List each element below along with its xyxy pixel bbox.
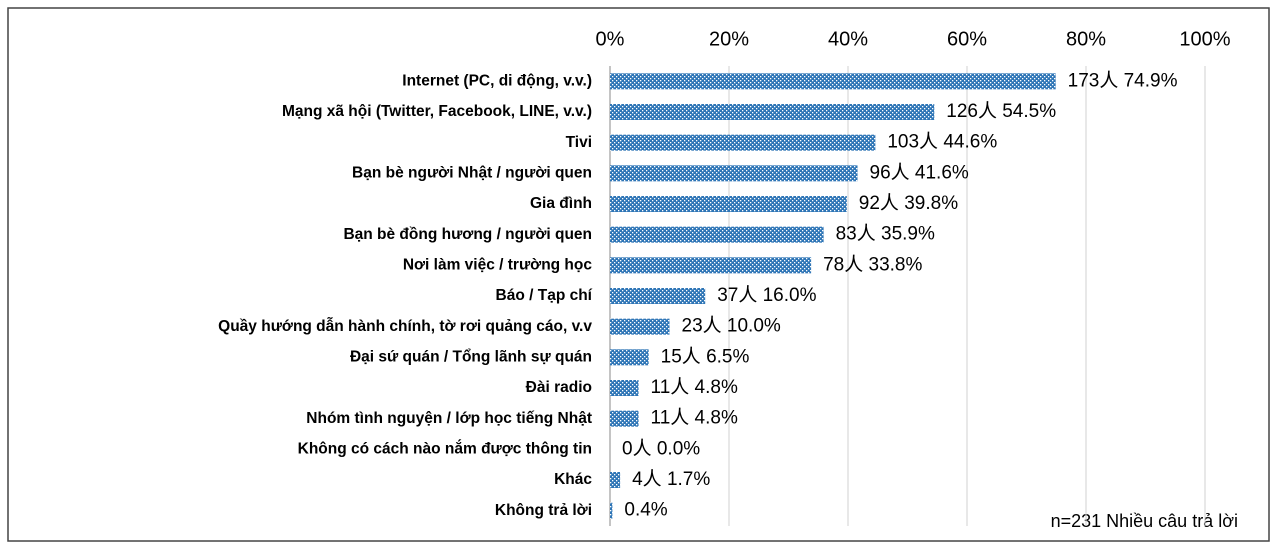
data-label: 126人 54.5% — [946, 100, 1056, 122]
category-label: Không có cách nào nắm được thông tin — [298, 439, 592, 457]
data-label: 4人 1.7% — [632, 468, 710, 490]
category-label: Nhóm tình nguyện / lớp học tiếng Nhật — [306, 410, 592, 427]
data-label: 15人 6.5% — [661, 345, 750, 367]
bar — [610, 226, 824, 243]
x-tick-label: 20% — [709, 28, 749, 50]
category-label: Bạn bè người Nhật / người quen — [352, 164, 592, 181]
data-label: 83人 35.9% — [836, 223, 935, 245]
chart-frame — [7, 7, 1270, 542]
data-label: 78人 33.8% — [823, 253, 922, 275]
data-label: 92人 39.8% — [859, 192, 958, 214]
bar — [610, 502, 613, 519]
category-label: Nơi làm việc / trường học — [403, 256, 593, 273]
x-tick-label: 80% — [1066, 28, 1106, 50]
data-label: 0人 0.0% — [622, 437, 700, 459]
bar — [610, 349, 649, 366]
annotation: n=231 Nhiều câu trả lời — [1051, 511, 1238, 531]
x-tick-label: 60% — [947, 28, 987, 50]
bar — [610, 165, 858, 182]
data-label: 96人 41.6% — [870, 161, 969, 183]
x-tick-label: 100% — [1179, 28, 1230, 50]
bar — [610, 104, 935, 120]
data-label: 23人 10.0% — [682, 315, 781, 337]
category-label: Bạn bè đồng hương / người quen — [343, 226, 592, 243]
category-label: Báo / Tạp chí — [496, 287, 593, 304]
data-label: 11人 4.8% — [651, 407, 738, 429]
category-label: Gia đình — [530, 195, 592, 212]
bar — [610, 134, 876, 151]
category-label: Đại sứ quán / Tổng lãnh sự quán — [350, 348, 592, 365]
data-label: 0.4% — [624, 500, 667, 521]
x-tick-label: 0% — [596, 28, 625, 50]
data-label: 37人 16.0% — [717, 284, 816, 306]
category-label: Mạng xã hội (Twitter, Facebook, LINE, v.… — [282, 103, 592, 120]
data-label: 103人 44.6% — [887, 131, 997, 153]
bar — [610, 318, 670, 335]
category-label: Không trả lời — [495, 502, 592, 519]
bar — [610, 410, 639, 427]
bar — [610, 257, 812, 274]
bar — [610, 196, 847, 212]
category-label: Đài radio — [526, 379, 592, 396]
data-label: 11人 4.8% — [651, 376, 738, 398]
category-label: Quầy hướng dẫn hành chính, tờ rơi quảng … — [218, 318, 592, 335]
data-label: 173人 74.9% — [1068, 69, 1178, 91]
bar — [610, 472, 621, 488]
category-label: Internet (PC, di động, v.v.) — [402, 72, 592, 89]
x-tick-label: 40% — [828, 28, 868, 50]
bar — [610, 73, 1056, 90]
category-label: Khác — [554, 471, 592, 488]
bar — [610, 380, 639, 396]
category-label: Tivi — [566, 134, 592, 151]
bar — [610, 288, 706, 304]
